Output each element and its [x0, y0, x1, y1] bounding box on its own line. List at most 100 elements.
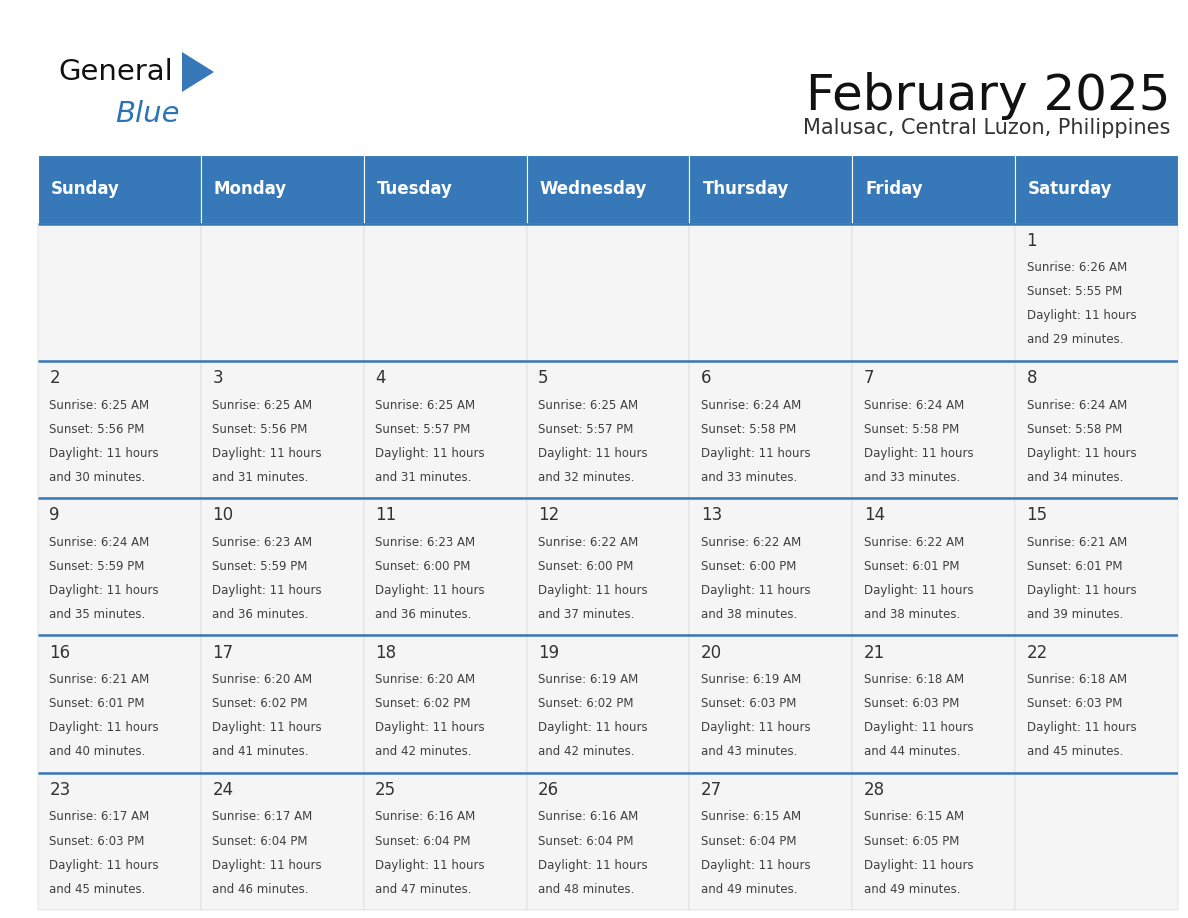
- Bar: [1015, 635, 1178, 773]
- Text: Sunset: 6:02 PM: Sunset: 6:02 PM: [538, 698, 633, 711]
- Text: Sunset: 6:04 PM: Sunset: 6:04 PM: [701, 834, 796, 847]
- Polygon shape: [182, 52, 214, 92]
- Bar: [364, 224, 526, 361]
- Text: Blue: Blue: [115, 100, 179, 128]
- Bar: [201, 155, 364, 224]
- Text: and 42 minutes.: and 42 minutes.: [375, 745, 472, 758]
- Text: Sunset: 6:03 PM: Sunset: 6:03 PM: [50, 834, 145, 847]
- Text: Daylight: 11 hours: Daylight: 11 hours: [701, 447, 810, 460]
- Bar: [852, 361, 1015, 498]
- Text: Sunset: 5:57 PM: Sunset: 5:57 PM: [375, 422, 470, 436]
- Text: and 43 minutes.: and 43 minutes.: [701, 745, 797, 758]
- Text: Daylight: 11 hours: Daylight: 11 hours: [864, 447, 973, 460]
- Text: 14: 14: [864, 507, 885, 524]
- Text: Friday: Friday: [865, 180, 923, 198]
- Text: Daylight: 11 hours: Daylight: 11 hours: [375, 447, 485, 460]
- Text: 1: 1: [1026, 232, 1037, 250]
- Bar: [364, 635, 526, 773]
- Bar: [364, 773, 526, 910]
- Bar: [689, 224, 852, 361]
- Text: Daylight: 11 hours: Daylight: 11 hours: [50, 858, 159, 871]
- Text: Sunrise: 6:22 AM: Sunrise: 6:22 AM: [701, 536, 801, 549]
- Text: and 32 minutes.: and 32 minutes.: [538, 471, 634, 484]
- Bar: [852, 155, 1015, 224]
- Text: Sunset: 6:01 PM: Sunset: 6:01 PM: [864, 560, 959, 573]
- Text: and 46 minutes.: and 46 minutes.: [213, 882, 309, 896]
- Text: and 39 minutes.: and 39 minutes.: [1026, 608, 1123, 621]
- Text: Daylight: 11 hours: Daylight: 11 hours: [1026, 309, 1136, 322]
- Text: 27: 27: [701, 781, 722, 799]
- Bar: [38, 498, 201, 635]
- Text: Daylight: 11 hours: Daylight: 11 hours: [538, 858, 647, 871]
- Text: 21: 21: [864, 644, 885, 662]
- Text: 23: 23: [50, 781, 70, 799]
- Text: Daylight: 11 hours: Daylight: 11 hours: [213, 447, 322, 460]
- Text: 4: 4: [375, 369, 386, 387]
- Text: 5: 5: [538, 369, 549, 387]
- Text: Malusac, Central Luzon, Philippines: Malusac, Central Luzon, Philippines: [803, 118, 1170, 138]
- Text: and 34 minutes.: and 34 minutes.: [1026, 471, 1123, 484]
- Text: Sunrise: 6:25 AM: Sunrise: 6:25 AM: [213, 398, 312, 411]
- Bar: [38, 361, 201, 498]
- Text: and 47 minutes.: and 47 minutes.: [375, 882, 472, 896]
- Bar: [201, 224, 364, 361]
- Text: Daylight: 11 hours: Daylight: 11 hours: [701, 584, 810, 597]
- Text: 2: 2: [50, 369, 61, 387]
- Bar: [526, 224, 689, 361]
- Text: Sunrise: 6:19 AM: Sunrise: 6:19 AM: [538, 673, 638, 686]
- Text: Daylight: 11 hours: Daylight: 11 hours: [1026, 584, 1136, 597]
- Text: Daylight: 11 hours: Daylight: 11 hours: [50, 447, 159, 460]
- Text: Sunset: 5:56 PM: Sunset: 5:56 PM: [213, 422, 308, 436]
- Text: Daylight: 11 hours: Daylight: 11 hours: [1026, 722, 1136, 734]
- Text: and 37 minutes.: and 37 minutes.: [538, 608, 634, 621]
- Text: Daylight: 11 hours: Daylight: 11 hours: [50, 722, 159, 734]
- Text: Sunrise: 6:24 AM: Sunrise: 6:24 AM: [50, 536, 150, 549]
- Text: Sunset: 6:00 PM: Sunset: 6:00 PM: [701, 560, 796, 573]
- Text: and 35 minutes.: and 35 minutes.: [50, 608, 146, 621]
- Bar: [689, 773, 852, 910]
- Bar: [1015, 224, 1178, 361]
- Text: Sunrise: 6:23 AM: Sunrise: 6:23 AM: [213, 536, 312, 549]
- Text: Sunrise: 6:25 AM: Sunrise: 6:25 AM: [538, 398, 638, 411]
- Text: 19: 19: [538, 644, 560, 662]
- Text: Sunrise: 6:21 AM: Sunrise: 6:21 AM: [50, 673, 150, 686]
- Text: Daylight: 11 hours: Daylight: 11 hours: [701, 722, 810, 734]
- Text: Sunset: 6:02 PM: Sunset: 6:02 PM: [213, 698, 308, 711]
- Text: Sunrise: 6:26 AM: Sunrise: 6:26 AM: [1026, 262, 1126, 274]
- Bar: [1015, 498, 1178, 635]
- Text: Daylight: 11 hours: Daylight: 11 hours: [538, 722, 647, 734]
- Text: Sunrise: 6:25 AM: Sunrise: 6:25 AM: [50, 398, 150, 411]
- Text: 12: 12: [538, 507, 560, 524]
- Text: 11: 11: [375, 507, 397, 524]
- Text: February 2025: February 2025: [805, 72, 1170, 120]
- Bar: [526, 498, 689, 635]
- Text: Sunset: 5:58 PM: Sunset: 5:58 PM: [864, 422, 959, 436]
- Bar: [852, 635, 1015, 773]
- Text: Sunset: 5:59 PM: Sunset: 5:59 PM: [213, 560, 308, 573]
- Text: Sunrise: 6:24 AM: Sunrise: 6:24 AM: [701, 398, 801, 411]
- Text: Daylight: 11 hours: Daylight: 11 hours: [375, 858, 485, 871]
- Text: Sunrise: 6:18 AM: Sunrise: 6:18 AM: [1026, 673, 1126, 686]
- Text: and 42 minutes.: and 42 minutes.: [538, 745, 634, 758]
- Text: Daylight: 11 hours: Daylight: 11 hours: [375, 722, 485, 734]
- Text: and 30 minutes.: and 30 minutes.: [50, 471, 146, 484]
- Bar: [852, 773, 1015, 910]
- Text: General: General: [58, 58, 172, 86]
- Text: and 33 minutes.: and 33 minutes.: [701, 471, 797, 484]
- Text: Sunset: 5:55 PM: Sunset: 5:55 PM: [1026, 285, 1121, 298]
- Text: Saturday: Saturday: [1028, 180, 1113, 198]
- Text: Sunset: 6:01 PM: Sunset: 6:01 PM: [50, 698, 145, 711]
- Text: Sunset: 5:56 PM: Sunset: 5:56 PM: [50, 422, 145, 436]
- Text: Sunrise: 6:22 AM: Sunrise: 6:22 AM: [864, 536, 963, 549]
- Text: Sunset: 5:59 PM: Sunset: 5:59 PM: [50, 560, 145, 573]
- Text: Sunset: 6:04 PM: Sunset: 6:04 PM: [538, 834, 633, 847]
- Text: and 29 minutes.: and 29 minutes.: [1026, 333, 1123, 346]
- Text: Sunset: 6:03 PM: Sunset: 6:03 PM: [864, 698, 959, 711]
- Bar: [201, 773, 364, 910]
- Text: Sunset: 5:58 PM: Sunset: 5:58 PM: [1026, 422, 1121, 436]
- Text: and 36 minutes.: and 36 minutes.: [375, 608, 472, 621]
- Text: Sunset: 5:57 PM: Sunset: 5:57 PM: [538, 422, 633, 436]
- Bar: [364, 361, 526, 498]
- Text: 6: 6: [701, 369, 712, 387]
- Text: Daylight: 11 hours: Daylight: 11 hours: [213, 722, 322, 734]
